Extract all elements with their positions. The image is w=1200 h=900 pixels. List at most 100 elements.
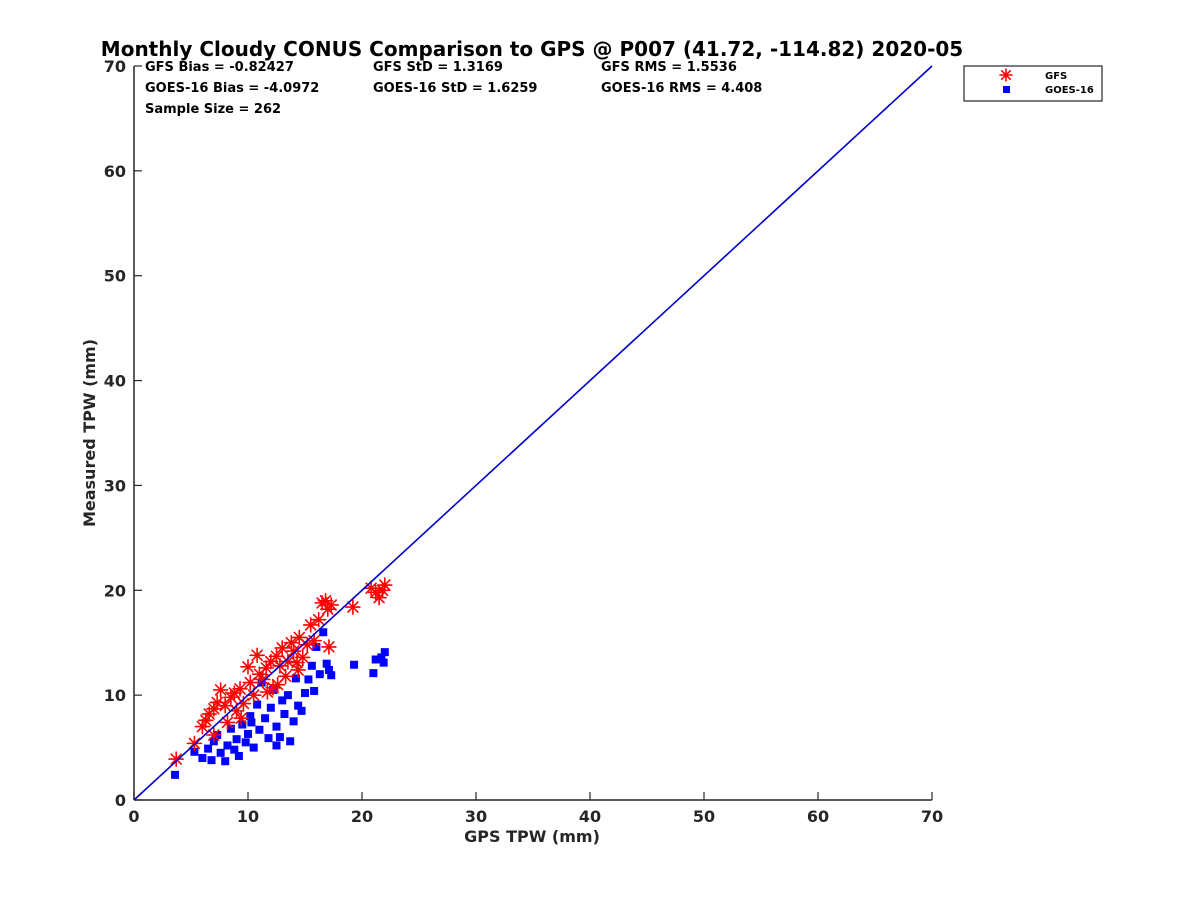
x-tick-label: 0	[128, 807, 139, 826]
goes16-point	[246, 712, 255, 721]
goes16-point	[275, 733, 284, 742]
goes16-point	[204, 744, 213, 753]
goes16-point	[307, 661, 316, 670]
gfs-bias-stat: GFS Bias = -0.82427	[145, 60, 294, 75]
goes16-point	[255, 725, 264, 734]
goes16-point	[232, 735, 241, 744]
goes16-point	[272, 741, 281, 750]
gfs-point	[290, 662, 306, 678]
gfs-std-stat: GFS StD = 1.3169	[373, 60, 503, 75]
gfs-point	[233, 710, 249, 727]
goes16-point	[319, 628, 328, 637]
legend-goes16-marker	[1003, 86, 1010, 93]
y-tick-label: 20	[104, 581, 126, 600]
goes16-point	[223, 741, 232, 750]
goes16-point	[272, 722, 281, 731]
goes16-point	[377, 653, 386, 662]
gfs-point	[212, 682, 229, 698]
gfs-point	[217, 697, 233, 714]
goes16-std-stat: GOES-16 StD = 1.6259	[373, 81, 537, 96]
y-axis-label: Measured TPW (mm)	[80, 339, 99, 527]
gfs-point	[302, 617, 319, 633]
x-tick-label: 10	[237, 807, 259, 826]
gfs-point	[255, 671, 271, 688]
goes16-point	[221, 757, 230, 766]
goes16-point	[280, 710, 289, 719]
gfs-point	[259, 684, 276, 700]
goes16-point	[253, 700, 262, 709]
goes16-point	[286, 737, 295, 746]
goes16-point	[291, 674, 300, 683]
y-tick-label: 40	[104, 372, 126, 391]
goes16-bias-stat: GOES-16 Bias = -4.0972	[145, 81, 319, 96]
y-tick-label: 70	[104, 57, 126, 76]
goes16-point	[171, 770, 180, 779]
legend-box	[963, 65, 1103, 102]
x-tick-label: 20	[351, 807, 373, 826]
gfs-point	[219, 714, 236, 731]
legend-gfs-label: GFS	[1045, 71, 1067, 82]
gfs-point	[310, 611, 327, 628]
one-to-one-reference-line	[133, 65, 933, 801]
gfs-point	[323, 597, 340, 613]
goes16-point	[297, 706, 306, 715]
goes16-point	[327, 671, 336, 680]
goes16-point	[380, 648, 389, 657]
data-points	[168, 577, 393, 779]
gfs-point	[269, 676, 286, 693]
goes16-point	[324, 665, 333, 674]
goes16-point	[264, 734, 273, 743]
goes16-point	[294, 701, 303, 710]
legend: GFS GOES-16	[963, 65, 1103, 102]
gfs-point	[345, 599, 361, 615]
goes16-point	[241, 738, 250, 747]
gfs-point	[321, 639, 337, 655]
goes16-point	[369, 669, 378, 678]
goes16-point	[304, 675, 313, 684]
goes16-point	[266, 703, 275, 712]
goes16-point	[322, 659, 331, 668]
y-axis-ticks: 0 10 20 30 40 50 60 70	[104, 57, 142, 810]
x-axis-label: GPS TPW (mm)	[464, 827, 600, 846]
x-tick-label: 30	[465, 807, 487, 826]
y-tick-label: 30	[104, 476, 126, 495]
gfs-point	[285, 643, 302, 659]
goes16-point	[249, 743, 258, 752]
goes16-point	[350, 660, 359, 669]
goes16-point	[283, 691, 292, 700]
legend-goes16-label: GOES-16	[1045, 85, 1094, 96]
goes16-point	[238, 720, 247, 729]
stats-annotations: GFS Bias = -0.82427 GFS StD = 1.3169 GFS…	[145, 60, 762, 117]
goes16-point	[261, 714, 270, 723]
y-tick-label: 50	[104, 267, 126, 286]
goes16-point	[207, 756, 216, 765]
goes16-point	[278, 696, 287, 705]
goes16-point	[247, 718, 256, 727]
gfs-point	[376, 577, 393, 593]
legend-gfs-marker	[999, 68, 1013, 82]
y-tick-label: 10	[104, 686, 126, 705]
goes16-point	[312, 642, 321, 651]
gfs-point	[206, 727, 222, 743]
gfs-point	[249, 647, 265, 664]
goes16-point	[289, 717, 298, 726]
goes16-point	[216, 748, 225, 757]
goes16-point	[244, 729, 252, 738]
gfs-point	[168, 751, 184, 767]
sample-size-stat: Sample Size = 262	[145, 102, 281, 117]
gfs-point	[242, 674, 259, 691]
axes	[133, 66, 932, 801]
gfs-point	[294, 649, 311, 666]
y-tick-label: 60	[104, 162, 126, 181]
goes16-point	[198, 754, 207, 763]
gfs-rms-stat: GFS RMS = 1.5536	[601, 60, 737, 75]
goes16-point	[379, 658, 388, 667]
goes16-point	[301, 689, 309, 698]
goes16-point	[310, 686, 319, 695]
gfs-point	[280, 653, 296, 670]
x-tick-label: 70	[921, 807, 943, 826]
x-tick-label: 40	[579, 807, 601, 826]
gfs-point	[268, 648, 285, 665]
chart-title: Monthly Cloudy CONUS Comparison to GPS @…	[101, 37, 963, 61]
